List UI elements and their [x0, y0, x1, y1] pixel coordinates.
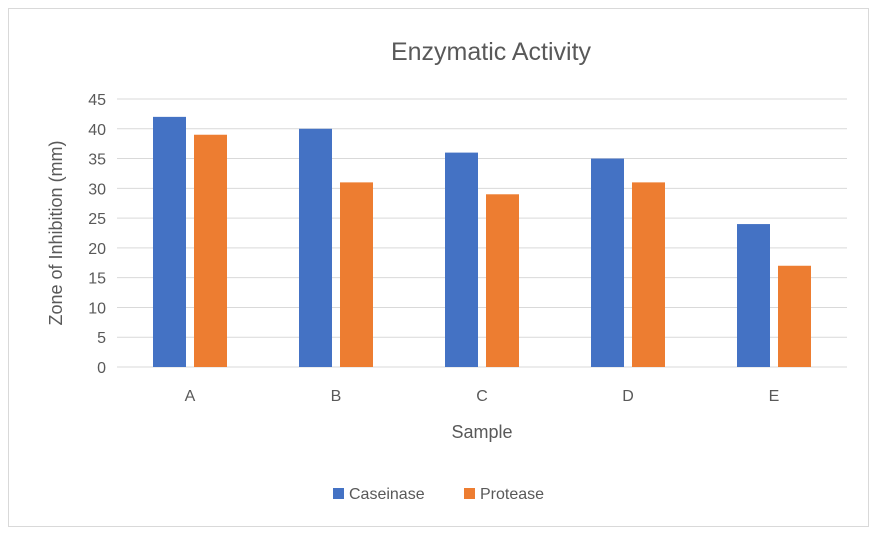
y-tick-label: 5 [97, 330, 106, 347]
bar-caseinase-b [299, 128, 332, 367]
y-tick-label: 0 [97, 360, 106, 377]
x-tick-label: A [185, 388, 196, 405]
legend-label-caseinase: Caseinase [349, 486, 425, 503]
bar-caseinase-d [591, 158, 624, 367]
bar-caseinase-a [153, 116, 186, 367]
y-tick-label: 10 [88, 300, 106, 317]
bar-caseinase-c [445, 152, 478, 367]
y-tick-label: 35 [88, 152, 106, 169]
bar-protease-d [632, 182, 665, 367]
chart-title: Enzymatic Activity [391, 38, 592, 66]
legend-swatch-protease [464, 488, 475, 499]
y-tick-label: 40 [88, 122, 106, 139]
y-tick-label: 25 [88, 211, 106, 228]
x-tick-label: D [622, 388, 634, 405]
legend: Caseinase Protease [333, 486, 544, 503]
y-tick-label: 30 [88, 181, 106, 198]
x-axis-title: Sample [451, 422, 512, 442]
gridlines [117, 98, 847, 368]
y-axis-ticks: 0 5 10 15 20 25 30 35 40 45 [88, 92, 106, 377]
bar-protease-b [340, 182, 373, 367]
y-tick-label: 15 [88, 271, 106, 288]
chart-frame [8, 8, 869, 527]
y-tick-label: 45 [88, 92, 106, 109]
bars [153, 116, 811, 367]
bar-protease-c [486, 194, 519, 367]
bar-protease-e [778, 265, 811, 367]
x-tick-label: C [476, 388, 488, 405]
legend-swatch-caseinase [333, 488, 344, 499]
bar-protease-a [194, 134, 227, 367]
bar-caseinase-e [737, 224, 770, 367]
x-tick-label: E [769, 388, 780, 405]
x-tick-label: B [331, 388, 342, 405]
y-tick-label: 20 [88, 241, 106, 258]
y-axis-title: Zone of Inhibition (mm) [46, 140, 66, 325]
legend-label-protease: Protease [480, 486, 544, 503]
x-axis-ticks: A B C D E [185, 388, 780, 405]
